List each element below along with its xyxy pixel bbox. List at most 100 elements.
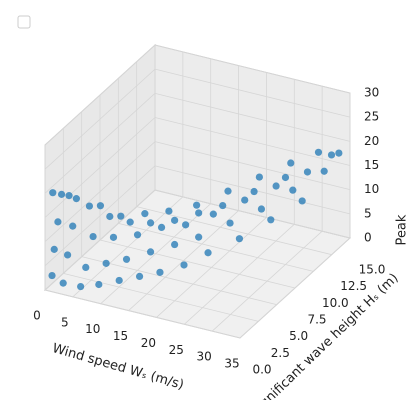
x-tick-label: 30 [197, 350, 212, 364]
x-tick-label: 0 [33, 309, 41, 323]
data-point [171, 240, 179, 249]
grid-line [44, 93, 156, 194]
data-point [272, 182, 280, 190]
data-point [95, 280, 103, 289]
grid-line [44, 289, 241, 339]
data-point [195, 209, 203, 217]
grid-line [154, 44, 351, 94]
data-point [59, 279, 67, 287]
data-point [314, 148, 323, 156]
data-point [303, 168, 312, 176]
x-tick-label: 25 [169, 343, 184, 357]
data-point [109, 233, 118, 241]
data-point [115, 276, 123, 285]
x-tick-label: 15 [113, 329, 128, 343]
z-axis-label: Peak [395, 214, 407, 245]
grid-line [44, 165, 156, 267]
data-point [165, 207, 173, 215]
data-point [224, 187, 232, 195]
grid-line [154, 92, 351, 142]
data-point [298, 197, 306, 205]
x-tick-label: 20 [141, 336, 156, 350]
grid-line [154, 117, 351, 166]
grid-line [118, 222, 314, 272]
y-tick-label: 12.5 [340, 279, 367, 293]
data-point [102, 259, 110, 267]
data-point [117, 212, 125, 220]
z-tick-label: 20 [364, 134, 379, 148]
data-point [335, 149, 343, 157]
legend-box [17, 15, 31, 29]
data-point [77, 282, 85, 291]
data-point [195, 233, 203, 241]
data-point [289, 186, 297, 194]
data-point [63, 251, 72, 259]
data-point [156, 268, 164, 276]
data-point [204, 249, 212, 257]
z-tick-label: 25 [364, 110, 379, 124]
data-point [226, 219, 234, 227]
data-point [135, 272, 144, 281]
grid-line [81, 256, 277, 306]
data-point [69, 222, 77, 230]
grid-line [154, 189, 351, 239]
grid-line [63, 272, 259, 322]
data-point [49, 189, 57, 197]
y-tick-label: 7.5 [307, 313, 326, 327]
data-point [281, 173, 290, 182]
data-point [72, 195, 80, 203]
y-tick-label: 5.0 [289, 329, 308, 343]
data-point [287, 159, 295, 167]
grid-line [44, 141, 156, 242]
data-point [180, 261, 188, 269]
data-point [241, 196, 249, 204]
data-point [48, 271, 56, 280]
grid-line [44, 117, 156, 218]
y-tick-label: 0.0 [252, 363, 271, 377]
data-point [146, 219, 155, 227]
data-point [235, 235, 244, 243]
data-point [106, 212, 114, 221]
y-tick-label: 10.0 [322, 296, 349, 310]
data-point [89, 232, 97, 241]
data-point [320, 167, 328, 175]
z-tick-label: 30 [364, 86, 379, 100]
grid-line [44, 189, 156, 291]
data-point [133, 231, 142, 239]
data-point [157, 223, 166, 232]
grid-line [154, 68, 351, 118]
data-point [65, 192, 73, 200]
grid-line [136, 206, 332, 256]
data-point [57, 190, 66, 198]
data-point [96, 202, 105, 210]
data-point [255, 173, 263, 181]
data-point [146, 248, 155, 256]
y-tick-label: 15.0 [359, 263, 386, 277]
data-point [82, 263, 90, 271]
grid-line [44, 68, 156, 170]
x-tick-label: 35 [224, 357, 239, 371]
data-point [257, 205, 266, 213]
data-point [219, 201, 227, 210]
z-tick-label: 15 [364, 158, 379, 172]
data-point [122, 255, 131, 263]
x-axis-label: Wind speed Wₛ (m/s) [51, 341, 186, 393]
data-point [85, 202, 94, 210]
grid-line [99, 239, 296, 289]
y-tick-label: 2.5 [271, 346, 290, 360]
data-point [171, 216, 179, 224]
data-point [141, 210, 149, 218]
data-point [126, 218, 134, 226]
data-point [267, 216, 275, 224]
z-tick-label: 0 [364, 231, 372, 245]
z-tick-label: 10 [364, 182, 379, 196]
data-point [209, 210, 217, 218]
x-tick-label: 10 [85, 322, 100, 336]
grid-line [44, 44, 156, 146]
data-point [250, 187, 258, 196]
data-point [182, 221, 190, 229]
data-point [327, 151, 336, 159]
x-tick-label: 5 [61, 315, 69, 329]
data-point [193, 201, 201, 209]
